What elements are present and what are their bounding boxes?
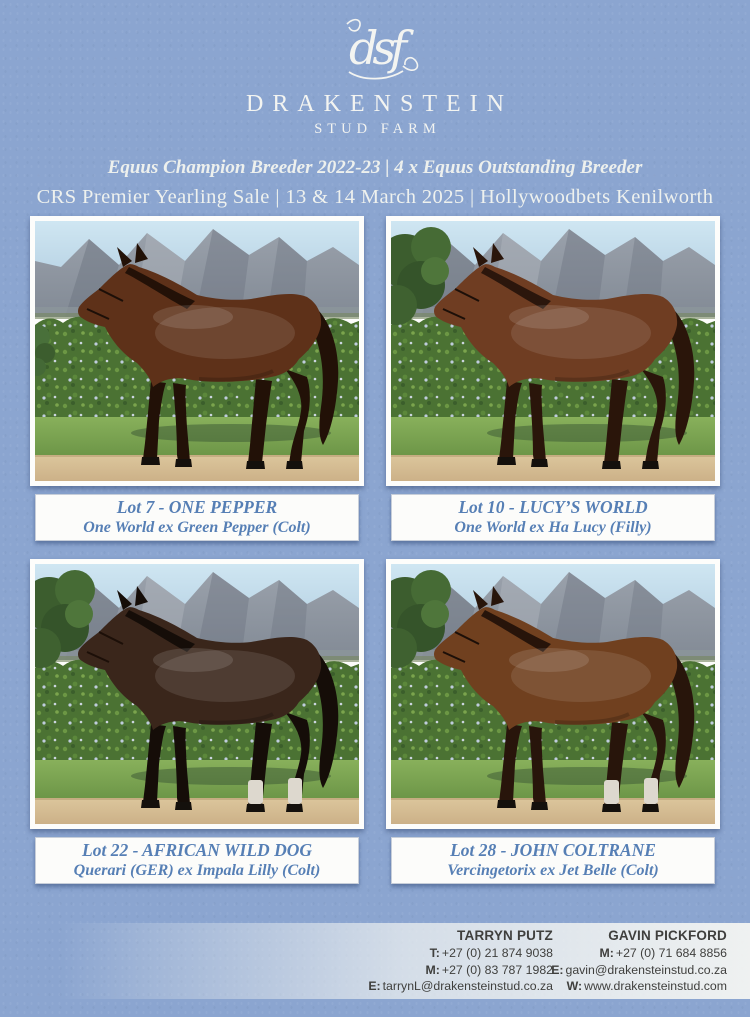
horse-photo: [391, 564, 715, 824]
contact-name: GAVIN PICKFORD: [608, 928, 727, 943]
horse-photo: [35, 564, 359, 824]
sand-edge: [35, 798, 359, 800]
sand-path: [35, 455, 359, 481]
contact-phone-row: T: +27 (0) 21 874 9038: [368, 945, 553, 962]
tree: [391, 570, 451, 668]
lot-title: Lot 28 - JOHN COLTRANE: [450, 840, 656, 861]
farm-name: DRAKENSTEIN: [246, 91, 513, 117]
lot-pedigree: One World ex Ha Lucy (Filly): [454, 519, 652, 537]
lot-caption: Lot 22 - AFRICAN WILD DOG Querari (GER) …: [35, 837, 359, 884]
lot-title: Lot 10 - LUCY’S WORLD: [458, 497, 648, 518]
contact-label: M:: [425, 962, 440, 977]
halter: [86, 288, 124, 320]
contact-label: W:: [566, 979, 583, 994]
photo-slot: [391, 564, 715, 824]
sand-path: [391, 455, 715, 481]
sand-edge: [391, 798, 715, 800]
contact-gavin-pickford: GAVIN PICKFORD M: +27 (0) 71 684 8856 E: g…: [551, 928, 727, 995]
halter: [442, 631, 480, 663]
tree: [391, 227, 451, 325]
horse-photo: [391, 221, 715, 481]
horse: [434, 586, 695, 812]
lot-caption: Lot 10 - LUCY’S WORLD One World ex Ha Lu…: [391, 494, 715, 541]
horse: [78, 586, 339, 812]
contact-label: E:: [551, 962, 564, 977]
contact-value: www.drakensteinstud.com: [584, 979, 727, 994]
contact-band: TARRYN PUTZ T: +27 (0) 21 874 9038 M: +27 …: [58, 923, 750, 999]
photo-frame: [30, 559, 364, 829]
photo-slot: [391, 221, 715, 481]
contact-label: M:: [599, 946, 614, 960]
lot-card-22: Lot 22 - AFRICAN WILD DOG Querari (GER) …: [30, 559, 364, 884]
contact-value: gavin@drakensteinstud.co.za: [565, 962, 727, 977]
lot-caption: Lot 7 - ONE PEPPER One World ex Green Pe…: [35, 494, 359, 541]
breeder-awards-line: Equus Champion Breeder 2022-23 | 4 x Equ…: [107, 157, 643, 178]
contact-website-row: W: www.drakensteinstud.com: [551, 978, 727, 995]
sand-path: [391, 798, 715, 824]
sand-edge: [35, 455, 359, 457]
horse: [78, 243, 339, 469]
bush: [35, 325, 55, 376]
lot-caption: Lot 28 - JOHN COLTRANE Vercingetorix ex …: [391, 837, 715, 884]
sand-edge: [391, 455, 715, 457]
lot-card-28: Lot 28 - JOHN COLTRANE Vercingetorix ex …: [386, 559, 720, 884]
lot-pedigree: One World ex Green Pepper (Colt): [83, 519, 311, 537]
photo-frame: [386, 559, 720, 829]
lot-pedigree: Vercingetorix ex Jet Belle (Colt): [447, 862, 659, 880]
tree: [35, 570, 95, 668]
contact-label: E:: [368, 979, 381, 994]
photo-frame: [386, 216, 720, 486]
horse-photo: [35, 221, 359, 481]
contact-email-row: E: tarrynL@drakensteinstud.co.za: [368, 978, 553, 995]
lot-title: Lot 22 - AFRICAN WILD DOG: [82, 840, 312, 861]
contact-name: TARRYN PUTZ: [457, 928, 553, 943]
lot-card-10: Lot 10 - LUCY’S WORLD One World ex Ha Lu…: [386, 216, 720, 541]
contact-value: +27 (0) 71 684 8856: [615, 946, 727, 960]
contact-label: T:: [429, 946, 440, 960]
halter: [86, 631, 124, 663]
sale-details-line: CRS Premier Yearling Sale | 13 & 14 Marc…: [36, 186, 714, 208]
contact-tarryn-putz: TARRYN PUTZ T: +27 (0) 21 874 9038 M: +27 …: [368, 928, 553, 995]
contact-value: tarrynL@drakensteinstud.co.za: [382, 979, 553, 994]
masthead: dsf DRAKENSTEIN STUD FARM Equus Champion…: [0, 0, 750, 209]
lot-pedigree: Querari (GER) ex Impala Lilly (Colt): [73, 862, 321, 880]
lot-card-7: Lot 7 - ONE PEPPER One World ex Green Pe…: [30, 216, 364, 541]
lot-title: Lot 7 - ONE PEPPER: [116, 497, 278, 518]
contact-email-row: E: gavin@drakensteinstud.co.za: [551, 962, 727, 979]
farm-subname: STUD FARM: [314, 121, 441, 137]
contact-value: +27 (0) 83 787 1982: [441, 962, 553, 977]
contact-value: +27 (0) 21 874 9038: [441, 946, 553, 960]
sand-path: [35, 798, 359, 824]
halter: [442, 288, 480, 320]
contact-mobile-row: M: +27 (0) 83 787 1982: [368, 962, 553, 979]
contact-mobile-row: M: +27 (0) 71 684 8856: [551, 945, 727, 962]
photo-frame: [30, 216, 364, 486]
photo-slot: [35, 221, 359, 481]
horse: [434, 243, 695, 469]
photo-slot: [35, 564, 359, 824]
dsf-monogram-logo: dsf: [346, 18, 420, 80]
